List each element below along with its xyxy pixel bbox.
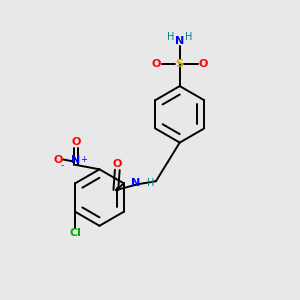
Text: -: - <box>61 160 64 170</box>
Text: H: H <box>147 178 154 188</box>
Text: S: S <box>176 59 184 69</box>
Text: O: O <box>53 154 62 164</box>
Text: N: N <box>175 36 184 46</box>
Text: O: O <box>112 159 122 169</box>
Text: Cl: Cl <box>69 228 81 239</box>
Text: +: + <box>80 155 87 164</box>
Text: H: H <box>185 32 192 42</box>
Text: O: O <box>151 59 160 69</box>
Text: N: N <box>131 178 140 188</box>
Text: H: H <box>167 32 175 42</box>
Text: O: O <box>71 137 80 147</box>
Text: N: N <box>71 154 80 164</box>
Text: O: O <box>199 59 208 69</box>
